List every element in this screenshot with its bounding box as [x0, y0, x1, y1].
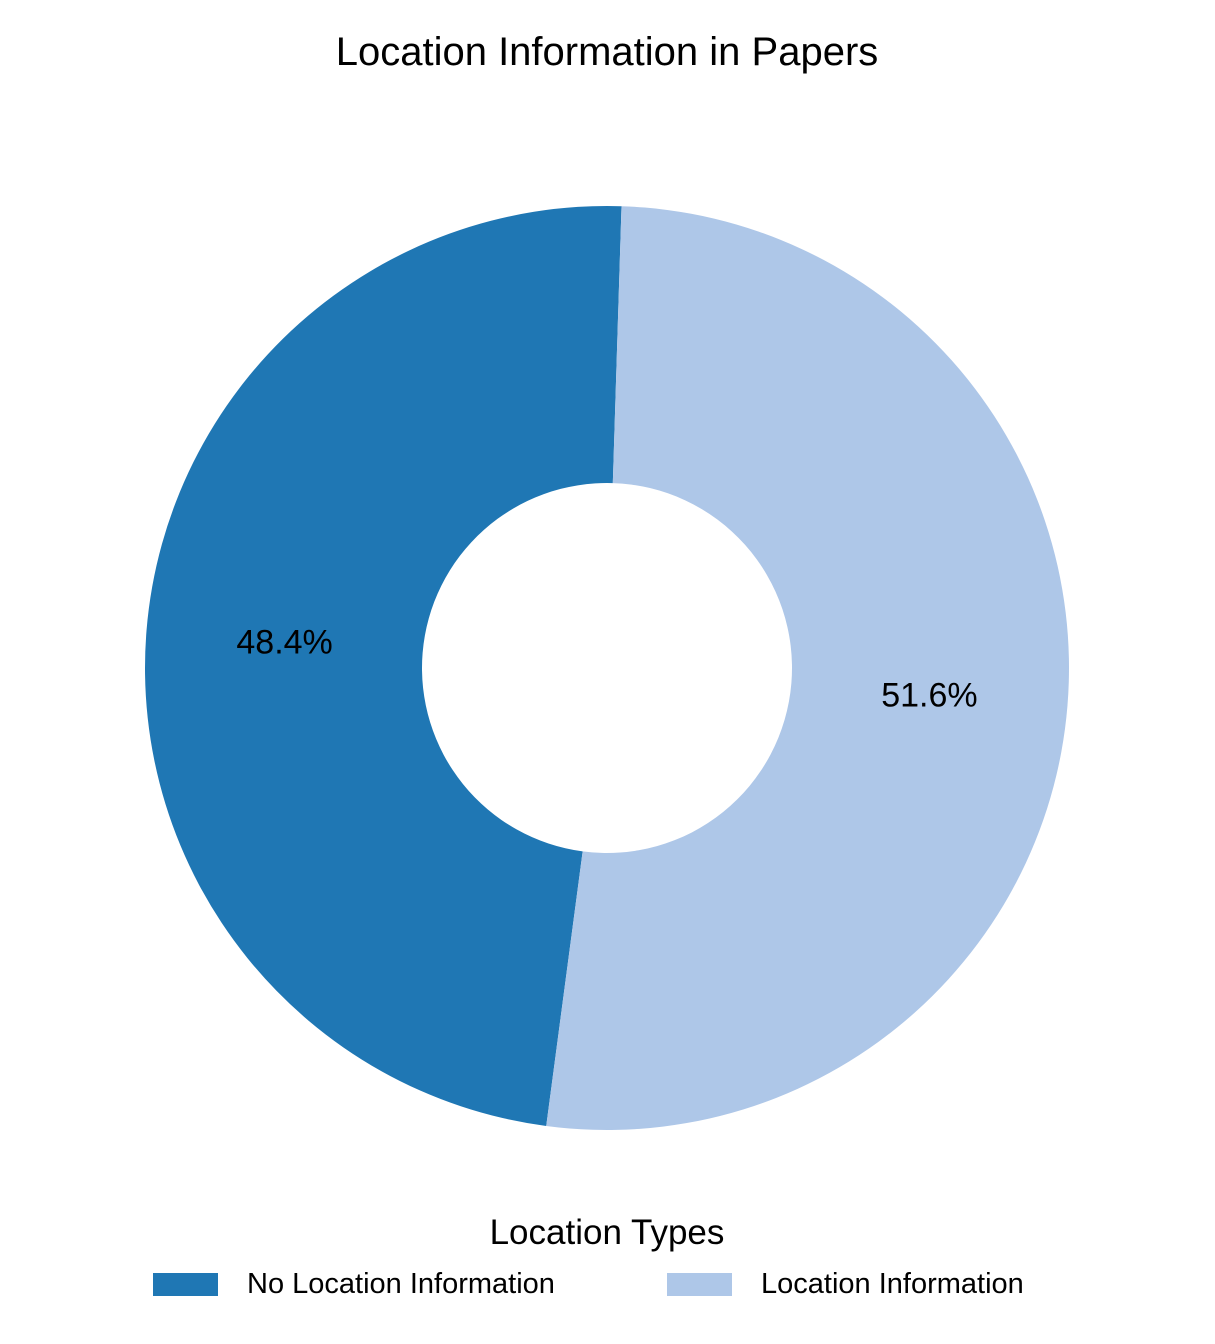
legend-label-location-information: Location Information [761, 1268, 1024, 1300]
legend-swatch-no-location-information [153, 1273, 218, 1296]
slice-label-location-information: 51.6% [881, 676, 977, 714]
legend-swatch-location-information [667, 1273, 732, 1296]
legend: Location Types No Location Information L… [153, 1213, 1024, 1300]
donut-slice-no-location-information [145, 206, 622, 1126]
slice-percent-labels: 48.4% 51.6% [236, 624, 977, 715]
legend-label-no-location-information: No Location Information [247, 1268, 555, 1300]
legend-title: Location Types [490, 1213, 725, 1252]
donut-slice-location-information [546, 206, 1070, 1130]
slice-label-no-location-information: 48.4% [236, 624, 332, 662]
donut-slices [145, 206, 1070, 1130]
chart-title: Location Information in Papers [336, 30, 879, 74]
